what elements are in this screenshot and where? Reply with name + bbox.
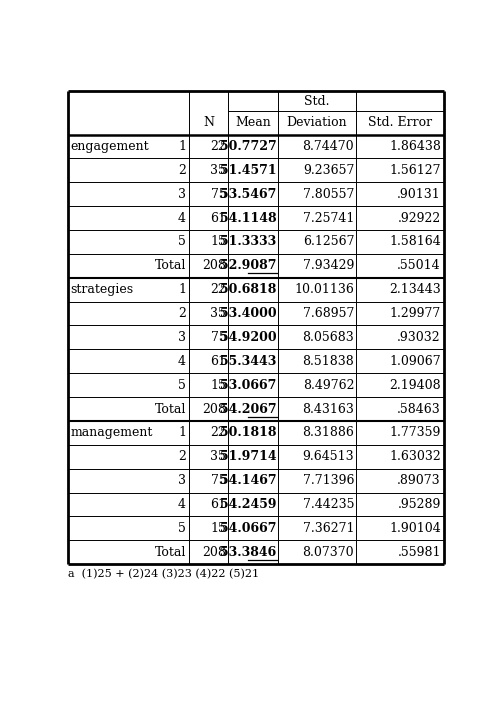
Text: 1.56127: 1.56127 xyxy=(389,164,440,177)
Text: 54.1467: 54.1467 xyxy=(219,474,276,487)
Text: 2.13443: 2.13443 xyxy=(388,283,440,296)
Text: 51.4571: 51.4571 xyxy=(219,164,276,177)
Text: 15: 15 xyxy=(210,379,226,391)
Text: 7.68957: 7.68957 xyxy=(302,307,353,320)
Text: .55014: .55014 xyxy=(396,259,440,272)
Text: 1.58164: 1.58164 xyxy=(388,235,440,249)
Text: 22: 22 xyxy=(210,427,226,439)
Text: 7.93429: 7.93429 xyxy=(302,259,353,272)
Text: 4: 4 xyxy=(178,498,185,511)
Text: 9.23657: 9.23657 xyxy=(302,164,353,177)
Text: 7.36271: 7.36271 xyxy=(302,522,353,535)
Text: management: management xyxy=(70,427,153,439)
Text: 22: 22 xyxy=(210,283,226,296)
Text: 61: 61 xyxy=(210,212,226,225)
Text: 54.0667: 54.0667 xyxy=(220,522,276,535)
Text: 51.3333: 51.3333 xyxy=(220,235,276,249)
Text: 7.44235: 7.44235 xyxy=(302,498,353,511)
Text: 1.90104: 1.90104 xyxy=(388,522,440,535)
Text: 5: 5 xyxy=(178,522,185,535)
Text: 15: 15 xyxy=(210,522,226,535)
Text: 61: 61 xyxy=(210,498,226,511)
Text: 35: 35 xyxy=(210,451,226,463)
Text: 51.9714: 51.9714 xyxy=(219,451,276,463)
Text: 7.80557: 7.80557 xyxy=(302,188,353,201)
Text: 7.25741: 7.25741 xyxy=(302,212,353,225)
Text: 2: 2 xyxy=(178,307,185,320)
Text: .92922: .92922 xyxy=(397,212,440,225)
Text: 22: 22 xyxy=(210,140,226,153)
Text: 53.3846: 53.3846 xyxy=(220,546,276,559)
Text: 8.07370: 8.07370 xyxy=(302,546,353,559)
Text: Mean: Mean xyxy=(234,116,271,130)
Text: 8.05683: 8.05683 xyxy=(302,331,353,344)
Text: 8.51838: 8.51838 xyxy=(302,355,353,367)
Text: 1.77359: 1.77359 xyxy=(389,427,440,439)
Text: 4: 4 xyxy=(178,212,185,225)
Text: 50.7727: 50.7727 xyxy=(219,140,276,153)
Text: 4: 4 xyxy=(178,355,185,367)
Text: 2: 2 xyxy=(178,451,185,463)
Text: 3: 3 xyxy=(178,188,185,201)
Text: Total: Total xyxy=(154,403,185,415)
Text: 208: 208 xyxy=(202,546,226,559)
Text: 50.6818: 50.6818 xyxy=(220,283,276,296)
Text: 6.12567: 6.12567 xyxy=(302,235,353,249)
Text: 54.9200: 54.9200 xyxy=(219,331,276,344)
Text: 7.71396: 7.71396 xyxy=(302,474,353,487)
Text: 1.63032: 1.63032 xyxy=(388,451,440,463)
Text: a  (1)25 + (2)24 (3)23 (4)22 (5)21: a (1)25 + (2)24 (3)23 (4)22 (5)21 xyxy=(68,569,259,579)
Text: engagement: engagement xyxy=(70,140,149,153)
Text: 1: 1 xyxy=(178,427,185,439)
Text: 54.2067: 54.2067 xyxy=(219,403,276,415)
Text: Total: Total xyxy=(154,259,185,272)
Text: 3: 3 xyxy=(178,474,185,487)
Text: 8.43163: 8.43163 xyxy=(302,403,353,415)
Text: .95289: .95289 xyxy=(397,498,440,511)
Text: Std.: Std. xyxy=(304,95,329,108)
Text: 8.49762: 8.49762 xyxy=(302,379,353,391)
Text: 5: 5 xyxy=(178,379,185,391)
Text: .89073: .89073 xyxy=(396,474,440,487)
Text: 1.86438: 1.86438 xyxy=(388,140,440,153)
Text: 52.9087: 52.9087 xyxy=(220,259,276,272)
Text: 5: 5 xyxy=(178,235,185,249)
Text: .55981: .55981 xyxy=(397,546,440,559)
Text: 54.2459: 54.2459 xyxy=(220,498,276,511)
Text: Std. Error: Std. Error xyxy=(367,116,431,130)
Text: 8.31886: 8.31886 xyxy=(302,427,353,439)
Text: 2.19408: 2.19408 xyxy=(389,379,440,391)
Text: 208: 208 xyxy=(202,403,226,415)
Text: strategies: strategies xyxy=(70,283,133,296)
Text: 53.5467: 53.5467 xyxy=(220,188,276,201)
Text: 61: 61 xyxy=(210,355,226,367)
Text: 54.1148: 54.1148 xyxy=(219,212,276,225)
Text: 1.09067: 1.09067 xyxy=(389,355,440,367)
Text: .90131: .90131 xyxy=(396,188,440,201)
Text: Total: Total xyxy=(154,546,185,559)
Text: 55.3443: 55.3443 xyxy=(220,355,276,367)
Text: 53.4000: 53.4000 xyxy=(219,307,276,320)
Text: Deviation: Deviation xyxy=(286,116,347,130)
Text: 3: 3 xyxy=(178,331,185,344)
Text: 10.01136: 10.01136 xyxy=(294,283,353,296)
Text: 15: 15 xyxy=(210,235,226,249)
Text: 1.29977: 1.29977 xyxy=(389,307,440,320)
Text: N: N xyxy=(202,116,213,130)
Text: 1: 1 xyxy=(178,140,185,153)
Text: 8.74470: 8.74470 xyxy=(302,140,353,153)
Text: 75: 75 xyxy=(210,474,226,487)
Text: 35: 35 xyxy=(210,307,226,320)
Text: 2: 2 xyxy=(178,164,185,177)
Text: 75: 75 xyxy=(210,188,226,201)
Text: 53.0667: 53.0667 xyxy=(220,379,276,391)
Text: 1: 1 xyxy=(178,283,185,296)
Text: .58463: .58463 xyxy=(396,403,440,415)
Text: 75: 75 xyxy=(210,331,226,344)
Text: .93032: .93032 xyxy=(396,331,440,344)
Text: 208: 208 xyxy=(202,259,226,272)
Text: 9.64513: 9.64513 xyxy=(302,451,353,463)
Text: 35: 35 xyxy=(210,164,226,177)
Text: 50.1818: 50.1818 xyxy=(220,427,276,439)
